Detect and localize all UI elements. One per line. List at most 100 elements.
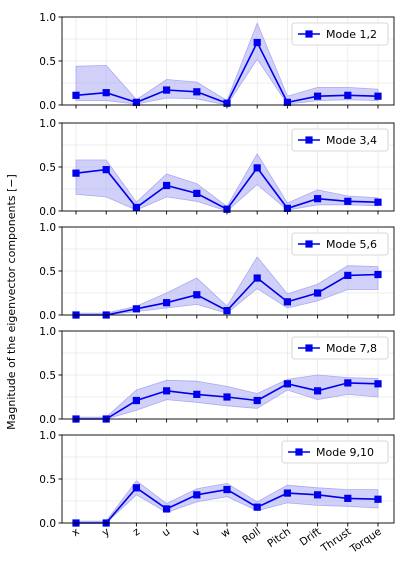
y-tick-label: 1.0: [39, 12, 56, 24]
data-point-v: [193, 291, 201, 299]
legend-label: Mode 5,6: [326, 238, 377, 251]
data-point-z: [132, 203, 140, 212]
x-tick-label: w: [219, 525, 233, 540]
data-point-x: [72, 169, 80, 177]
data-point-Pitch: [283, 98, 291, 106]
data-point-Thrust: [344, 379, 352, 387]
data-point-Torque: [374, 380, 382, 388]
legend-label: Mode 7,8: [326, 342, 377, 355]
y-tick-label: 0.0: [39, 310, 56, 322]
data-point-w: [223, 393, 231, 401]
x-tick-label: Roll: [240, 526, 263, 547]
y-tick-label: 0.0: [39, 518, 56, 530]
legend-frame: [291, 232, 389, 256]
data-point-u: [163, 505, 171, 513]
data-point-z: [132, 484, 140, 492]
data-point-u: [163, 86, 171, 94]
x-tick-label: u: [160, 526, 172, 540]
legend-frame: [291, 22, 389, 46]
legend-marker: [305, 30, 313, 38]
data-point-Pitch: [283, 380, 291, 388]
x-tick-label: y: [100, 526, 112, 539]
data-point-w: [223, 99, 231, 107]
data-point-Thrust: [344, 271, 352, 279]
data-point-Roll: [253, 274, 261, 282]
data-point-Thrust: [344, 494, 352, 502]
y-axis-label: Magnitude of the eigenvector components …: [5, 174, 18, 430]
y-tick-label: 1.0: [39, 326, 56, 338]
data-point-u: [163, 181, 171, 190]
x-tick-label: Torque: [347, 526, 383, 556]
data-point-y: [102, 89, 110, 97]
legend: Mode 5,6: [291, 232, 389, 256]
data-point-Roll: [253, 396, 261, 405]
legend-marker: [305, 136, 313, 144]
legend: Mode 9,10: [281, 440, 389, 464]
y-tick-label: 1.0: [39, 222, 56, 234]
data-point-v: [193, 491, 201, 499]
data-point-Pitch: [283, 204, 291, 212]
data-point-Drift: [314, 195, 322, 203]
data-point-Thrust: [344, 197, 352, 205]
x-tick-label: Thrust: [318, 526, 353, 556]
data-point-Drift: [314, 387, 322, 395]
legend-label: Mode 9,10: [316, 446, 374, 459]
legend-label: Mode 3,4: [326, 134, 377, 147]
y-tick-label: 0.5: [39, 162, 56, 174]
legend: Mode 3,4: [291, 128, 389, 152]
data-point-Torque: [374, 270, 382, 279]
panel-3: 0.0 0.5 1.0 Mode 5,6: [39, 222, 395, 322]
data-point-x: [72, 91, 80, 99]
y-tick-label: 0.0: [39, 206, 56, 218]
data-point-Torque: [374, 495, 382, 503]
y-tick-label: 0.5: [39, 56, 56, 68]
data-point-z: [132, 396, 140, 405]
panel-4: 0.0 0.5 1.0 Mode 7,8: [39, 326, 395, 426]
data-point-u: [163, 387, 171, 395]
legend-frame: [281, 440, 389, 464]
data-point-v: [193, 390, 201, 398]
data-point-Roll: [253, 503, 261, 511]
data-point-v: [193, 88, 201, 96]
legend-frame: [291, 128, 389, 152]
x-tick-label: z: [131, 525, 143, 538]
data-point-Drift: [314, 491, 322, 499]
y-tick-label: 0.5: [39, 266, 56, 278]
data-point-v: [193, 189, 201, 197]
data-point-z: [132, 98, 140, 106]
legend-marker: [295, 448, 303, 456]
data-point-Pitch: [283, 489, 291, 497]
legend-marker: [305, 344, 313, 352]
y-tick-label: 0.0: [39, 414, 56, 426]
y-tick-label: 0.0: [39, 100, 56, 112]
data-point-Thrust: [344, 91, 352, 99]
data-point-Pitch: [283, 298, 291, 306]
data-point-w: [223, 485, 231, 494]
y-tick-label: 1.0: [39, 430, 56, 442]
legend-label: Mode 1,2: [326, 28, 377, 41]
data-point-Drift: [314, 289, 322, 297]
data-point-Torque: [374, 198, 382, 206]
x-tick-label: x: [70, 526, 82, 539]
data-point-u: [163, 299, 171, 307]
y-tick-label: 0.5: [39, 370, 56, 382]
panel-2: 0.0 0.5 1.0 Mode 3,4: [39, 118, 395, 218]
data-point-w: [223, 307, 231, 315]
data-point-Roll: [253, 38, 261, 47]
x-tick-label: Pitch: [265, 526, 293, 551]
panels: 0.0 0.5 1.0 Mode 1,2 0.0 0.5 1.0 Mode 3,4 0.0 0.5…: [39, 12, 395, 556]
legend: Mode 1,2: [291, 22, 389, 46]
legend-marker: [305, 240, 313, 248]
legend: Mode 7,8: [291, 336, 389, 360]
legend-frame: [291, 336, 389, 360]
confidence-band: [75, 480, 379, 524]
data-point-Drift: [314, 92, 322, 100]
panel-1: 0.0 0.5 1.0 Mode 1,2: [39, 12, 395, 112]
y-tick-label: 1.0: [39, 118, 56, 130]
data-point-Torque: [374, 92, 382, 100]
data-point-w: [223, 205, 231, 213]
data-point-Roll: [253, 164, 261, 172]
confidence-band: [75, 256, 379, 316]
